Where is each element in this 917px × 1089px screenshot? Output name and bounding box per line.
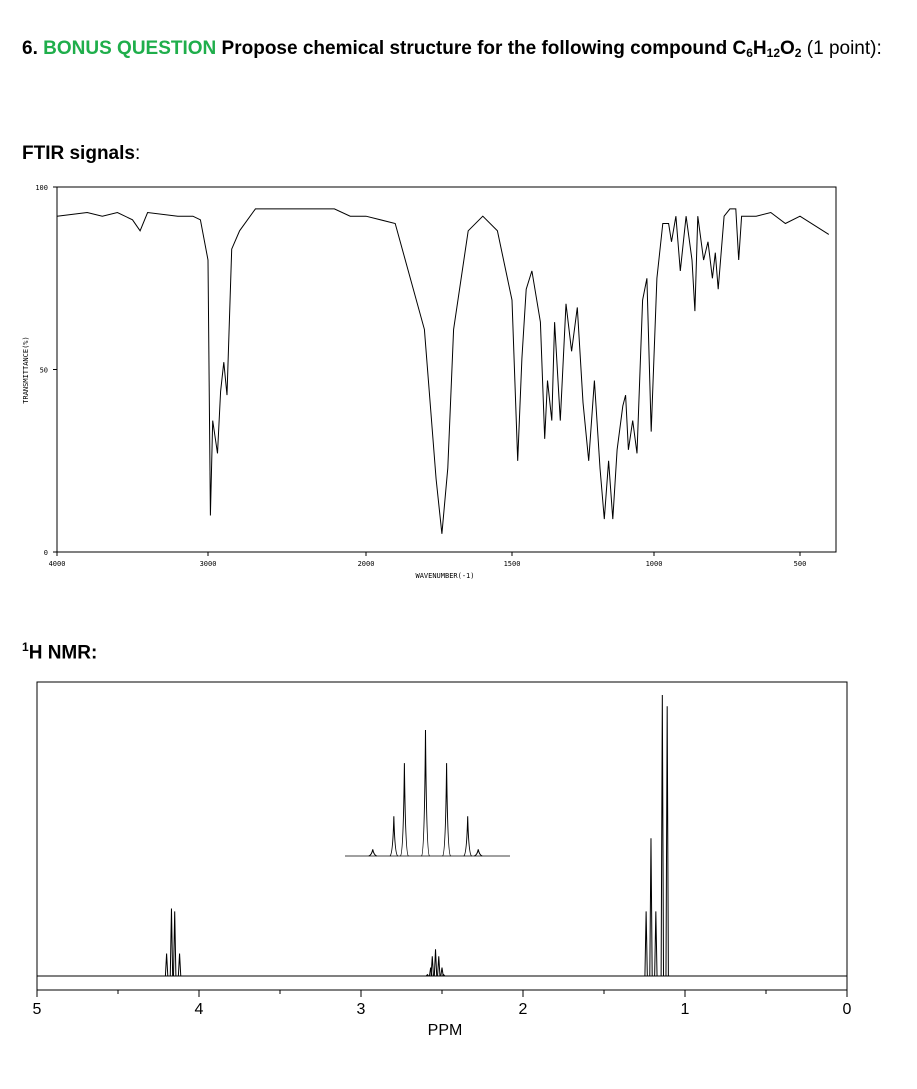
x-tick-label: 4000 (49, 560, 66, 568)
element: C (732, 38, 747, 59)
heading-text: FTIR signals (22, 143, 135, 164)
inset-peak (463, 816, 473, 857)
x-tick-label: 5 (33, 1001, 42, 1018)
element: O (780, 38, 795, 59)
subscript: 2 (794, 46, 802, 60)
peak (649, 838, 653, 977)
subscript: 6 (746, 46, 753, 60)
nmr-heading: 1H NMR: (22, 640, 97, 664)
y-axis-label: TRANSMITTANCE(%) (22, 336, 30, 403)
peak (433, 949, 438, 977)
x-axis-label: WAVENUMBER(-1) (415, 572, 474, 580)
peak (430, 956, 434, 977)
subscript: 12 (766, 46, 781, 60)
peak (654, 911, 658, 977)
y-tick-label: 0 (44, 549, 48, 557)
peak (665, 706, 669, 977)
x-axis-label: PPM (428, 1022, 463, 1039)
inset-peak (368, 849, 377, 857)
q-label: BONUS QUESTION (43, 38, 217, 59)
heading-text: H NMR: (28, 642, 98, 664)
ir-frame (56, 186, 837, 553)
inset-peak (474, 849, 483, 857)
x-tick-label: 3000 (200, 560, 217, 568)
peak (177, 953, 182, 977)
q-number: 6. (22, 38, 38, 59)
peak (437, 956, 441, 977)
peak (660, 694, 665, 977)
q-text: Propose chemical structure for the follo… (221, 38, 728, 59)
peak (425, 973, 430, 977)
peak (442, 973, 446, 977)
nmr-frame (36, 681, 848, 991)
q-points: (1 point): (806, 38, 882, 59)
inset-peak (420, 729, 430, 857)
x-tick-label: 1000 (646, 560, 663, 568)
x-tick-label: 0 (843, 1001, 852, 1018)
peak (173, 911, 177, 977)
x-tick-label: 1 (681, 1001, 690, 1018)
heading-punct: : (134, 143, 141, 164)
y-tick-label: 100 (35, 184, 48, 192)
x-tick-label: 2 (519, 1001, 528, 1018)
question: 6. BONUS QUESTION Propose chemical struc… (22, 38, 882, 64)
peak (440, 967, 444, 977)
peak (164, 953, 169, 977)
x-tick-label: 500 (794, 560, 807, 568)
inset-peak (399, 763, 409, 857)
element: H (752, 38, 767, 59)
spectrum-line (56, 208, 830, 534)
ftir-heading: FTIR signals: (22, 143, 140, 165)
y-tick-label: 50 (40, 367, 48, 375)
peak (644, 911, 648, 977)
inset-peak (442, 763, 452, 857)
inset-peak (389, 816, 399, 857)
formula: C6H12O2 (732, 38, 802, 60)
x-tick-label: 4 (195, 1001, 204, 1018)
heading-sup: 1 (22, 640, 29, 654)
x-tick-label: 3 (357, 1001, 366, 1018)
peak (169, 908, 174, 977)
x-tick-label: 2000 (358, 560, 375, 568)
x-tick-label: 1500 (504, 560, 521, 568)
